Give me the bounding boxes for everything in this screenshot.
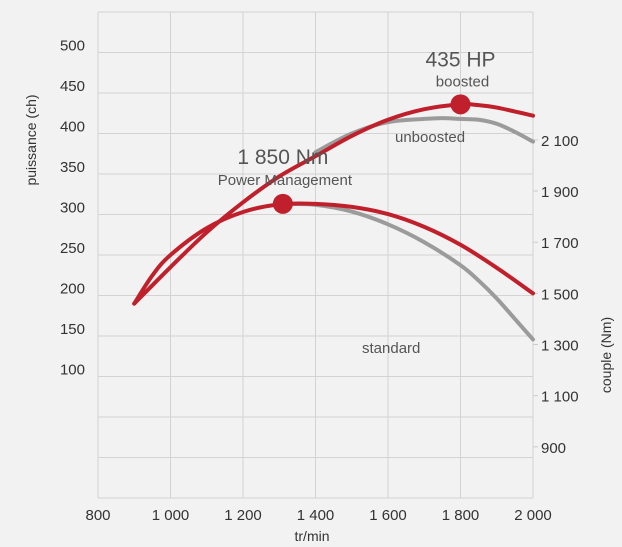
y-axis-left-ticks: 100 150 200 250 300 350 400 450 500 bbox=[60, 38, 85, 379]
y-left-tick-label: 500 bbox=[60, 38, 85, 55]
x-axis-title: tr/min bbox=[295, 528, 330, 544]
series-line-standard bbox=[277, 201, 535, 342]
power-peak-label: 435 HP bbox=[425, 48, 495, 71]
y-left-tick-label: 400 bbox=[60, 119, 85, 136]
y-left-tick-label: 200 bbox=[60, 281, 85, 298]
torque-peak-label: 1 850 Nm bbox=[237, 146, 328, 169]
x-tick-label: 1 000 bbox=[152, 507, 190, 524]
grid bbox=[97, 11, 538, 499]
y-left-tick-label: 150 bbox=[60, 321, 85, 338]
standard-series-label: standard bbox=[362, 340, 420, 357]
x-tick-label: 1 200 bbox=[224, 507, 262, 524]
power-peak-sublabel: boosted bbox=[436, 73, 489, 90]
x-tick-label: 1 400 bbox=[297, 507, 335, 524]
x-tick-label: 2 000 bbox=[514, 507, 552, 524]
series-line-power-management bbox=[132, 201, 535, 306]
torque-peak-marker bbox=[272, 193, 293, 214]
y-right-tick-label: 2 100 bbox=[541, 133, 579, 150]
y-left-tick-label: 300 bbox=[60, 200, 85, 217]
y-axis-right-ticks: 900 1 100 1 300 1 500 1 700 1 900 2 100 bbox=[541, 133, 579, 457]
torque-peak-sublabel: Power Management bbox=[218, 172, 353, 189]
y-axis-right-title: couple (Nm) bbox=[598, 317, 614, 393]
y-axis-left-title: puissance (ch) bbox=[23, 94, 39, 185]
series-line-boosted bbox=[132, 102, 535, 306]
y-right-tick-label: 900 bbox=[541, 440, 566, 457]
y-right-tick-label: 1 100 bbox=[541, 389, 579, 406]
y-right-tick-label: 1 700 bbox=[541, 235, 579, 252]
series-lines bbox=[132, 102, 535, 342]
y-right-tick-label: 1 300 bbox=[541, 338, 579, 355]
x-tick-label: 1 600 bbox=[369, 507, 407, 524]
y-left-tick-label: 100 bbox=[60, 362, 85, 379]
y-right-tick-label: 1 500 bbox=[541, 286, 579, 303]
y-left-tick-label: 350 bbox=[60, 159, 85, 176]
x-tick-label: 1 800 bbox=[442, 507, 480, 524]
unboosted-series-label: unboosted bbox=[395, 129, 465, 146]
y-right-tick-label: 1 900 bbox=[541, 184, 579, 201]
power-peak-marker bbox=[450, 94, 471, 115]
x-axis-ticks: 800 1 000 1 200 1 400 1 600 1 800 2 000 bbox=[85, 507, 551, 524]
x-tick-label: 800 bbox=[85, 507, 110, 524]
y-left-tick-label: 450 bbox=[60, 78, 85, 95]
annotations: 435 HP boosted 1 850 Nm Power Management… bbox=[218, 48, 496, 357]
y-left-tick-label: 250 bbox=[60, 240, 85, 257]
